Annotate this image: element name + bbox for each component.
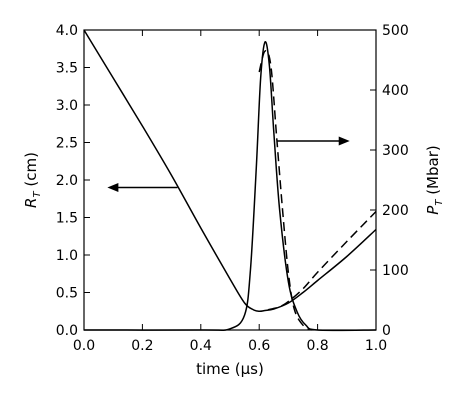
x-axis-label: time (μs) [196, 360, 264, 378]
right-y-tick-label: 0 [382, 323, 391, 339]
left-y-axis-label: RT (cm) [22, 152, 43, 208]
left-y-tick-label: 4.0 [56, 23, 78, 39]
x-axis-ticks: 0.0 0.2 0.4 0.6 0.8 1.0 [73, 30, 387, 354]
curves [83, 29, 377, 332]
pressure-curve-dashed [258, 50, 313, 331]
left-y-axis-label-main: R [22, 198, 40, 208]
x-tick-label: 0.0 [73, 338, 95, 354]
right-y-axis-label: PT (Mbar) [424, 145, 445, 214]
x-tick-label: 0.8 [306, 338, 328, 354]
pressure-curve-solid [83, 41, 377, 332]
right-y-axis-label-unit: (Mbar) [424, 145, 442, 199]
left-y-tick-label: 0.0 [56, 323, 78, 339]
x-tick-label: 0.2 [131, 338, 153, 354]
left-y-tick-label: 3.0 [56, 98, 78, 114]
left-y-tick-label: 0.5 [56, 286, 78, 302]
left-y-axis-ticks: 0.0 0.5 1.0 1.5 2.0 2.5 3.0 3.5 4.0 [56, 23, 90, 339]
right-y-tick-label: 100 [382, 263, 409, 279]
right-y-tick-label: 400 [382, 83, 409, 99]
left-y-tick-label: 1.0 [56, 248, 78, 264]
radius-curve-dashed [267, 210, 377, 311]
x-tick-label: 1.0 [365, 338, 387, 354]
right-y-tick-label: 200 [382, 203, 409, 219]
plot-frame [83, 29, 377, 331]
left-y-tick-label: 3.5 [56, 61, 78, 77]
x-tick-label: 0.6 [248, 338, 270, 354]
right-y-axis-label-main: P [424, 205, 442, 215]
left-y-axis-label-sub: T [32, 191, 43, 198]
x-tick-label: 0.4 [190, 338, 212, 354]
left-y-tick-label: 1.5 [56, 211, 78, 227]
right-y-tick-label: 300 [382, 143, 409, 159]
right-y-tick-label: 500 [382, 23, 409, 39]
right-y-axis-label-sub: T [434, 199, 445, 206]
radius-curve-solid [83, 29, 377, 313]
left-y-axis-label-unit: (cm) [22, 152, 40, 191]
right-y-axis-ticks: 0 100 200 300 400 500 [370, 23, 409, 339]
plot-area [83, 29, 377, 332]
left-y-tick-label: 2.5 [56, 136, 78, 152]
left-y-tick-label: 2.0 [56, 173, 78, 189]
annotation-arrows [107, 136, 350, 192]
arrow-head [338, 136, 350, 146]
arrow-head [107, 183, 119, 192]
